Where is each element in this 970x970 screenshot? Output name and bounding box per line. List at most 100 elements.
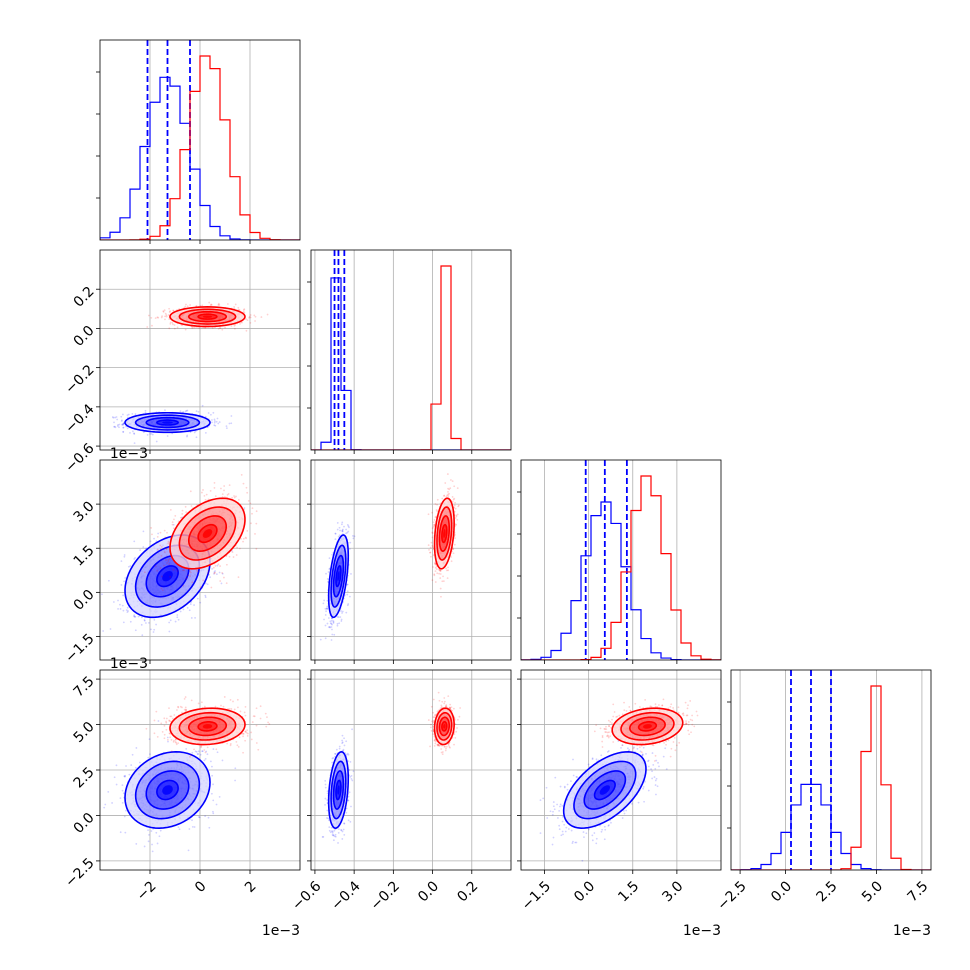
sample-point — [234, 323, 237, 326]
sample-point — [244, 536, 247, 539]
sample-point — [428, 548, 430, 551]
sample-point — [202, 489, 204, 491]
sample-point — [432, 566, 434, 568]
density-peak — [202, 315, 213, 318]
sample-point — [242, 311, 245, 313]
sample-point — [122, 422, 125, 425]
sample-point — [185, 511, 188, 514]
sample-point — [150, 316, 153, 319]
sample-point — [249, 322, 252, 324]
sample-point — [218, 327, 221, 329]
sample-point — [329, 620, 332, 623]
sample-point — [152, 631, 155, 633]
sample-point — [164, 409, 166, 412]
sample-point — [127, 610, 129, 612]
sample-point — [172, 523, 175, 526]
sample-point — [185, 303, 187, 306]
sample-point — [173, 324, 176, 326]
sample-point — [211, 567, 214, 570]
sample-point — [179, 516, 182, 519]
sample-point — [331, 633, 334, 636]
sample-point — [195, 410, 198, 413]
y-tick-label: 0.0 — [71, 323, 98, 350]
sample-point — [144, 411, 147, 414]
sample-point — [181, 513, 184, 515]
y-tick-label: 3.0 — [71, 498, 98, 525]
sample-point — [142, 431, 145, 434]
sample-point — [225, 427, 228, 430]
sample-point — [193, 326, 195, 329]
sample-point — [212, 411, 215, 414]
sample-point — [326, 622, 329, 625]
sample-point — [151, 533, 153, 536]
sample-point — [201, 404, 204, 407]
contour-line — [169, 306, 246, 328]
sample-point — [160, 587, 163, 590]
sample-point — [164, 536, 167, 539]
panel-2-0: −1.50.01.53.0 — [62, 459, 301, 666]
sample-point — [217, 302, 220, 305]
sample-point — [206, 583, 209, 586]
sample-point — [197, 410, 200, 413]
sample-point — [242, 309, 245, 311]
sample-point — [118, 423, 121, 426]
sample-point — [166, 531, 168, 534]
sample-point — [159, 544, 162, 547]
sample-point — [204, 498, 207, 501]
sample-point — [116, 418, 119, 421]
sample-point — [452, 552, 455, 555]
panel-1-1 — [307, 249, 512, 454]
sample-point — [345, 528, 348, 531]
sample-point — [340, 523, 343, 526]
sample-point — [341, 521, 344, 524]
sample-point — [171, 321, 174, 324]
sample-point — [174, 620, 177, 623]
sample-point — [235, 495, 237, 498]
sample-point — [434, 503, 437, 505]
sample-point — [246, 319, 249, 322]
sample-point — [144, 622, 147, 624]
sample-point — [324, 624, 327, 627]
sample-point — [143, 571, 146, 574]
sample-point — [327, 626, 330, 629]
sample-point — [186, 435, 188, 438]
sample-point — [352, 534, 354, 537]
y-tick-label: 0.2 — [71, 284, 98, 311]
sample-point — [125, 425, 127, 428]
sample-point — [255, 522, 258, 525]
sample-point — [214, 424, 217, 427]
sample-point — [120, 415, 123, 418]
sample-point — [228, 422, 231, 425]
sample-point — [218, 304, 221, 306]
sample-point — [179, 410, 182, 413]
sample-point — [109, 628, 112, 630]
sample-point — [172, 309, 175, 312]
sample-point — [127, 565, 130, 568]
sample-point — [204, 594, 207, 597]
sample-point — [129, 431, 131, 434]
sample-point — [193, 604, 195, 606]
sample-point — [242, 537, 245, 540]
sample-point — [353, 535, 356, 538]
sample-point — [237, 306, 240, 309]
sample-point — [117, 608, 119, 610]
sample-point — [120, 584, 123, 586]
sample-point — [154, 565, 157, 568]
panel-1-0: −0.6−0.4−0.20.00.2 — [62, 249, 301, 476]
sample-point — [454, 501, 456, 504]
sample-point — [194, 616, 196, 619]
sample-point — [155, 440, 158, 443]
sample-point — [207, 412, 210, 414]
sample-point — [338, 526, 341, 529]
sample-point — [119, 603, 121, 606]
sample-point — [182, 410, 185, 413]
sample-point — [327, 571, 330, 573]
sample-point — [334, 532, 337, 535]
sample-point — [185, 577, 188, 580]
sample-point — [122, 426, 125, 429]
sample-point — [191, 327, 194, 329]
sample-point — [347, 530, 350, 533]
sample-point — [237, 498, 240, 501]
sample-point — [336, 622, 339, 625]
sample-point — [225, 425, 228, 428]
